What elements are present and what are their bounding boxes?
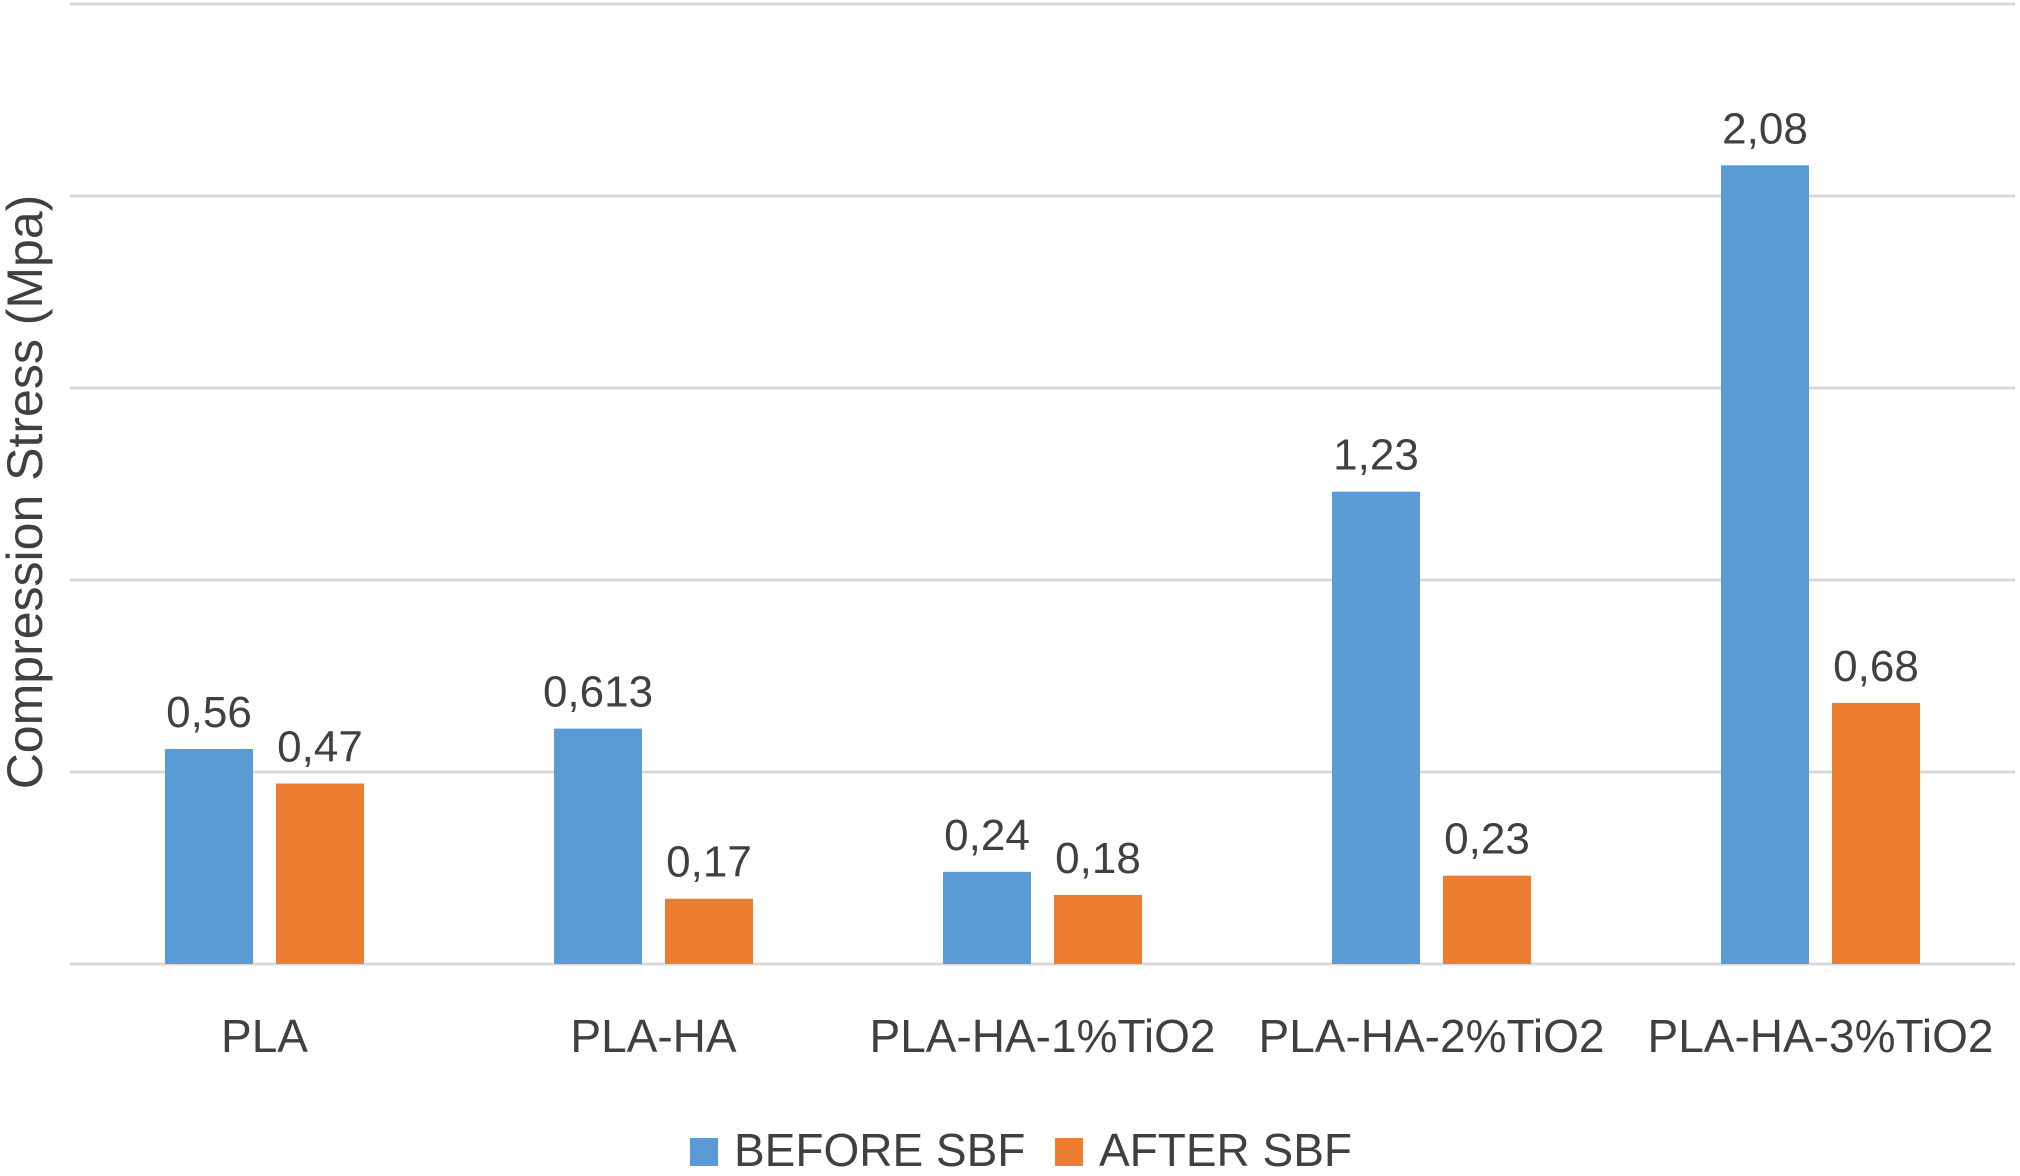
bar-before-sbf-pla-ha-1-tio2 <box>943 871 1031 964</box>
data-label: 0,613 <box>543 668 653 717</box>
bar-after-sbf-pla <box>276 783 364 964</box>
legend-swatch <box>1055 1138 1083 1166</box>
legend-label: BEFORE SBF <box>734 1124 1025 1176</box>
data-label: 0,24 <box>944 811 1030 860</box>
y-axis-label: Compression Stress (Mpa) <box>0 195 53 790</box>
data-label: 1,23 <box>1333 431 1419 480</box>
category-labels: PLA PLA-HA PLA-HA-1%TiO2 PLA-HA-2%TiO2 PLA-H… <box>221 1010 1993 1062</box>
bar-after-sbf-pla-ha-2-tio2 <box>1443 875 1531 964</box>
category-label: PLA-HA-2%TiO2 <box>1259 1010 1605 1062</box>
bar-after-sbf-pla-ha-1-tio2 <box>1054 894 1142 964</box>
bar-before-sbf-pla-ha-2-tio2 <box>1332 491 1420 964</box>
bar-after-sbf-pla-ha-3-tio2 <box>1832 702 1920 964</box>
legend-swatch <box>690 1138 718 1166</box>
gridlines <box>70 2 2015 966</box>
data-label: 0,47 <box>277 723 363 772</box>
legend-label: AFTER SBF <box>1099 1124 1352 1176</box>
data-label: 0,68 <box>1833 642 1919 691</box>
data-label: 0,23 <box>1444 815 1530 864</box>
bar-before-sbf-pla <box>165 748 253 964</box>
data-labels: 0,56 0,47 0,613 0,17 0,24 0,18 1,23 0,23 2,08 0,6… <box>166 104 1919 886</box>
category-label: PLA-HA <box>570 1010 736 1062</box>
category-label: PLA <box>221 1010 308 1062</box>
data-label: 0,18 <box>1055 834 1141 883</box>
data-label: 2,08 <box>1722 104 1808 153</box>
bars <box>165 165 1920 964</box>
category-label: PLA-HA-3%TiO2 <box>1648 1010 1994 1062</box>
category-label: PLA-HA-1%TiO2 <box>870 1010 1216 1062</box>
data-label: 0,17 <box>666 838 752 887</box>
bar-before-sbf-pla-ha <box>554 728 642 964</box>
legend: BEFORE SBF AFTER SBF <box>690 1124 1352 1176</box>
data-label: 0,56 <box>166 688 252 737</box>
bar-before-sbf-pla-ha-3-tio2 <box>1721 165 1809 964</box>
bar-after-sbf-pla-ha <box>665 898 753 964</box>
